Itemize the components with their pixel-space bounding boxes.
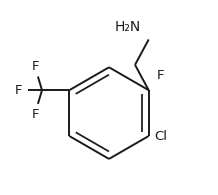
Text: F: F <box>15 84 22 97</box>
Text: H₂N: H₂N <box>115 20 141 34</box>
Text: Cl: Cl <box>155 129 168 143</box>
Text: F: F <box>32 60 40 73</box>
Text: F: F <box>157 69 164 82</box>
Text: F: F <box>32 108 40 121</box>
